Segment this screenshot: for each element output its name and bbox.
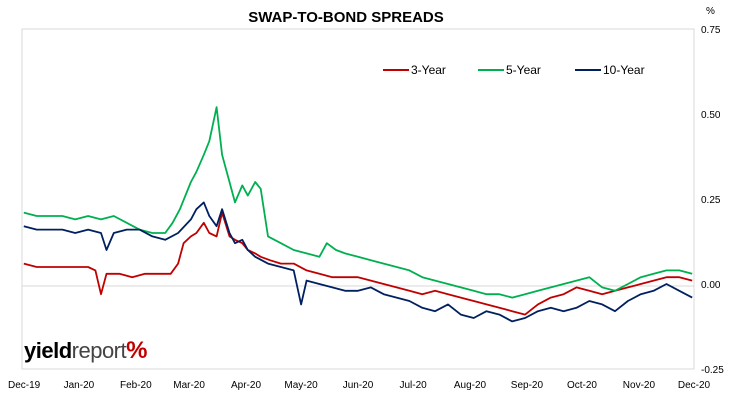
x-tick-label: May-20	[284, 380, 318, 391]
y-tick-label: 0.25	[701, 195, 721, 206]
series-line-5-year	[23, 106, 693, 299]
x-tick-label: Apr-20	[231, 380, 261, 391]
yieldreport-logo: yieldreport%	[24, 338, 147, 364]
chart-title: SWAP-TO-BOND SPREADS	[248, 9, 444, 26]
legend-label-5-year: 5-Year	[506, 63, 541, 77]
x-tick-label: Mar-20	[173, 380, 205, 391]
x-tick-label: Sep-20	[511, 380, 544, 391]
series-line-10-year	[23, 201, 693, 323]
percent-logo-icon: %	[126, 337, 147, 364]
x-tick-label: Jun-20	[343, 380, 374, 391]
y-tick-label: 0.50	[701, 110, 721, 121]
y-axis-ticks: 0.75 0.50 0.25 0.00 -0.25	[701, 25, 724, 376]
plot-area	[21, 28, 695, 370]
legend-label-3-year: 3-Year	[411, 63, 446, 77]
x-axis-ticks: Dec-19 Jan-20 Feb-20 Mar-20 Apr-20 May-20 Jun-…	[8, 380, 711, 391]
x-tick-label: Jul-20	[399, 380, 427, 391]
y-tick-label: 0.75	[701, 25, 721, 36]
x-tick-label: Dec-19	[8, 380, 41, 391]
series-lines	[23, 106, 693, 323]
x-tick-label: Nov-20	[623, 380, 656, 391]
y-tick-label: -0.25	[701, 365, 724, 376]
x-tick-label: Oct-20	[567, 380, 597, 391]
x-tick-label: Aug-20	[454, 380, 487, 391]
legend: 3-Year 5-Year 10-Year	[383, 63, 645, 77]
x-tick-label: Jan-20	[64, 380, 95, 391]
legend-label-10-year: 10-Year	[603, 63, 645, 77]
logo-word-yield: yield	[24, 338, 72, 363]
y-tick-label: 0.00	[701, 280, 721, 291]
series-line-3-year	[23, 211, 693, 316]
x-tick-label: Feb-20	[120, 380, 152, 391]
logo-word-report: report	[71, 338, 127, 363]
x-tick-label: Dec-20	[678, 380, 711, 391]
y-axis-unit: %	[706, 6, 715, 17]
